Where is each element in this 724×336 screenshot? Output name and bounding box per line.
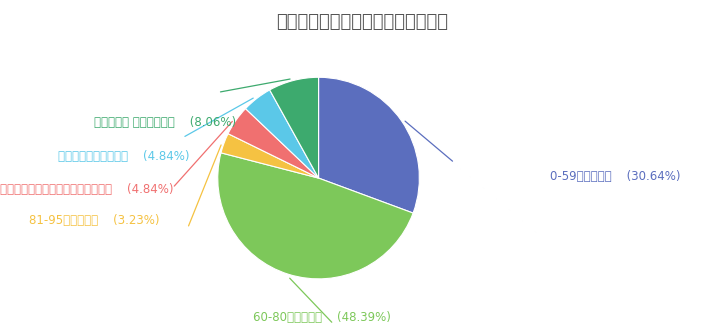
Text: 没有报名该科目考试：    (4.84%): 没有报名该科目考试： (4.84%) xyxy=(58,150,190,163)
Text: 确认过眼神，是接近奖学金的人！：    (4.84%): 确认过眼神，是接近奖学金的人！： (4.84%) xyxy=(0,183,174,196)
Text: 您的《财务管理》考试成绩是多少？: 您的《财务管理》考试成绩是多少？ xyxy=(276,13,448,32)
Wedge shape xyxy=(269,77,319,178)
Wedge shape xyxy=(245,90,319,178)
Text: 60-80安全着陆：    (48.39%): 60-80安全着陆： (48.39%) xyxy=(253,311,391,324)
Wedge shape xyxy=(218,153,413,279)
Wedge shape xyxy=(228,109,319,178)
Text: 0-59发挥失常：    (30.64%): 0-59发挥失常： (30.64%) xyxy=(550,170,681,183)
Text: 该科目缺考 缺考原因是：    (8.06%): 该科目缺考 缺考原因是： (8.06%) xyxy=(94,116,236,129)
Wedge shape xyxy=(319,77,419,213)
Wedge shape xyxy=(221,134,319,178)
Text: 81-95种子选手：    (3.23%): 81-95种子选手： (3.23%) xyxy=(29,214,159,226)
